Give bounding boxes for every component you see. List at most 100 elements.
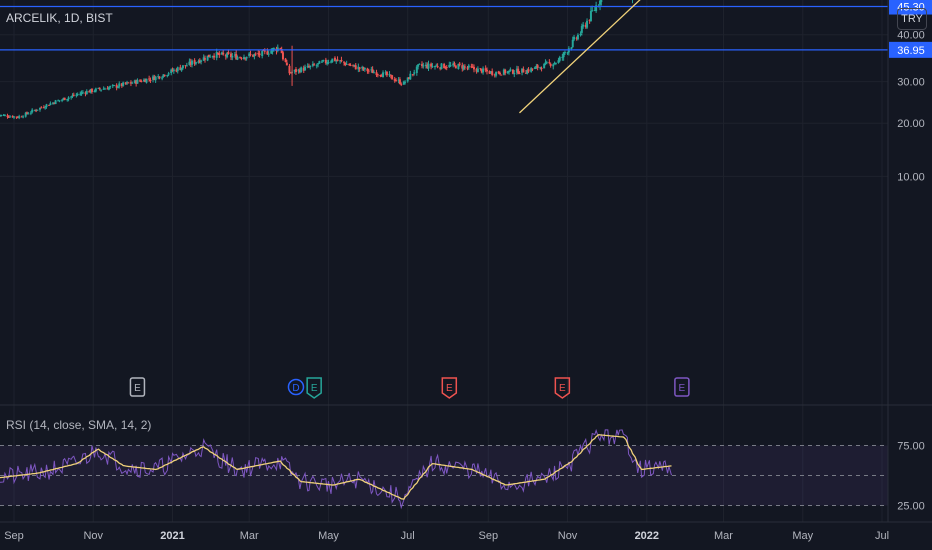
time-tick-label: Mar (240, 530, 259, 542)
candle-body (584, 24, 587, 28)
candle-body (244, 57, 247, 59)
candle-body (139, 80, 142, 82)
candle-body (385, 71, 388, 76)
candle-body (504, 69, 507, 74)
candle-body (103, 88, 106, 90)
candle-body (548, 62, 551, 64)
candle-body (248, 53, 251, 56)
candle-body (302, 67, 305, 71)
candle-body (526, 69, 529, 74)
trendline-layer[interactable] (519, 0, 671, 114)
event-marker[interactable]: E (129, 377, 146, 397)
candle-body (161, 77, 164, 79)
candle-body (562, 52, 565, 58)
candle-body (424, 64, 427, 66)
candle-body (457, 63, 460, 69)
candle-body (252, 54, 255, 57)
candle-body (354, 65, 357, 70)
level-price-label: 36.95 (897, 45, 925, 57)
candle-body (197, 61, 200, 63)
candle-body (231, 55, 234, 58)
candle-body (582, 24, 585, 27)
candle-body (439, 67, 442, 69)
candle-body (149, 79, 152, 81)
candle-body (207, 54, 210, 58)
candle-body (7, 116, 10, 118)
candle-body (54, 100, 57, 105)
candle-body (257, 53, 260, 55)
candle-body (518, 73, 521, 75)
candle-body (129, 82, 132, 84)
candle-body (42, 107, 45, 109)
candle-body (166, 75, 169, 77)
time-tick-label: Nov (558, 530, 578, 542)
candle-body (326, 62, 329, 64)
candle-body (589, 11, 592, 22)
event-box (674, 377, 690, 397)
candle-body (3, 115, 6, 117)
price-tick-label: 30.00 (897, 77, 925, 89)
candle-body (249, 54, 252, 56)
candle-body (202, 57, 205, 61)
candle-body (545, 62, 548, 64)
candle-body (194, 62, 197, 64)
candle-body (191, 60, 194, 65)
event-marker[interactable]: E (306, 377, 322, 399)
candle-body (558, 57, 561, 61)
candle-body (563, 52, 566, 54)
candle-body (300, 67, 303, 73)
currency-button[interactable]: TRY (897, 8, 927, 30)
rsi-indicator-title[interactable]: RSI (14, close, SMA, 14, 2) (6, 418, 152, 432)
candle-body (71, 95, 74, 97)
event-letter: E (559, 383, 566, 394)
candle-body (366, 68, 369, 72)
event-marker[interactable]: E (554, 377, 571, 399)
candle-body (280, 48, 283, 54)
candle-body (89, 88, 92, 93)
time-tick-label: May (318, 530, 339, 542)
candle-body (222, 52, 225, 55)
candle-body (382, 72, 385, 78)
candle-body (315, 65, 318, 67)
time-tick-label: Jul (875, 530, 889, 542)
candle-body (124, 82, 127, 84)
time-tick-label: 2021 (160, 530, 184, 542)
candle-body (462, 66, 465, 70)
candle-body (498, 72, 501, 75)
candle-body (566, 52, 569, 54)
candle-body (440, 63, 443, 70)
candle-body (417, 64, 420, 67)
candle-body (361, 66, 364, 69)
candle-body (327, 62, 330, 64)
candle-body (172, 69, 175, 72)
event-marker[interactable]: E (441, 377, 458, 399)
candle-body (320, 61, 323, 63)
candle-body (397, 79, 400, 81)
candle-body (371, 69, 374, 74)
candle-body (463, 66, 466, 68)
candle-body (313, 64, 316, 66)
candle-body (389, 74, 392, 76)
candle-body (427, 63, 430, 69)
candle-body (402, 81, 405, 85)
event-letter: D (292, 383, 299, 394)
candle-body (543, 63, 546, 69)
candle-body (549, 63, 552, 66)
candle-body (506, 71, 509, 74)
candle-body (436, 66, 439, 68)
candle-body (38, 107, 41, 110)
candle-body (45, 104, 48, 108)
candle-body (84, 92, 87, 94)
price-tick-label: 20.00 (897, 118, 925, 130)
event-marker[interactable]: D (287, 378, 305, 396)
trendline[interactable] (519, 0, 671, 114)
time-tick-label: Sep (478, 530, 498, 542)
candle-body (24, 112, 27, 117)
time-tick-label: 2022 (635, 530, 659, 542)
candle-body (48, 104, 51, 106)
candle-body (57, 100, 60, 102)
event-marker[interactable]: E (674, 377, 690, 397)
